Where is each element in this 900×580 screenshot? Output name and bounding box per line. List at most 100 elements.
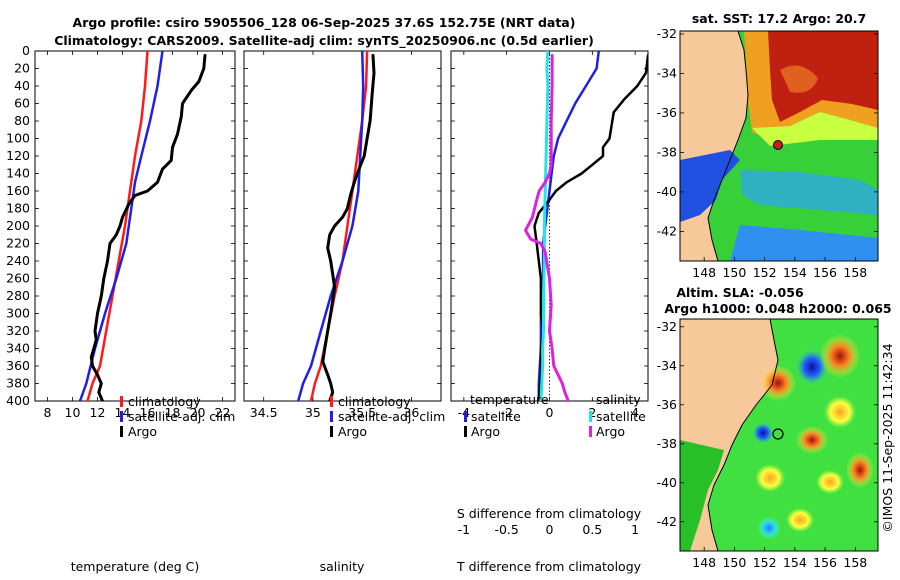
sst-map-title: sat. SST: 17.2 Argo: 20.7 [692,11,866,26]
sst-cool-band [740,170,878,215]
legend-swatch-climatology [330,396,333,407]
lon-tick-label: 156 [813,555,837,570]
depth-tick-label: 300 [6,306,30,321]
sla-warm-eddy-c [796,426,828,454]
imos-credit: ©IMOS 11-Sep-2025 11:42:34 [880,343,895,532]
salinity-xlabel: salinity [320,559,365,574]
lat-tick-label: -42 [657,223,677,238]
x-tick-label: 10 [65,405,81,420]
depth-tick-label: 0 [22,43,30,58]
sla-warm-eddy-ne [820,334,860,378]
lat-tick-label: -38 [657,436,677,451]
sla-warm-eddy-e [846,452,874,488]
sla-shelf [680,440,724,551]
x-tick-label: -2 [500,405,512,420]
series-line-t-satellite [537,51,601,401]
sst-map-ticks: -32 -34 -36 -38 -40 -42 148 150 152 154 156 158 [657,26,878,280]
depth-tick-label: 260 [6,271,30,286]
difference-lines [524,51,648,401]
series-line-satellite-adj-clim [296,51,365,401]
lon-tick-label: 152 [753,555,777,570]
temperature-legend: climatology satellite-adj. clim Argo [120,394,235,439]
sla-yellow-eddy-s [755,464,785,492]
lat-tick-label: -36 [657,105,677,120]
sla-map [680,319,878,551]
legend-swatch-climatology [120,396,123,407]
legend-swatch-t-satellite [464,411,467,422]
lon-tick-label: 154 [783,555,807,570]
salinity-ticks: 34.5 35 35.5 36 [244,50,441,420]
sla-map-title-2: Argo h1000: 0.048 h2000: 0.065 [664,301,891,316]
x-tick-label: 2 [588,405,596,420]
x-tick-label: 8 [44,405,52,420]
lat-tick-label: -32 [657,319,677,334]
depth-tick-label: 240 [6,253,30,268]
x-tick-label: 18 [165,405,181,420]
depth-tick-label: 60 [14,96,30,111]
x-tick-label: -4 [458,405,471,420]
legend-swatch-t-argo [464,426,467,437]
lon-tick-label: 148 [692,265,716,280]
title-line-1: Argo profile: csiro 5905506_128 06-Sep-2… [73,15,576,31]
sla-warm-eddy-w [760,365,796,401]
lon-tick-label: 154 [783,265,807,280]
depth-tick-label: 380 [6,376,30,391]
series-line-argo [321,53,376,401]
title-line-2: Climatology: CARS2009. Satellite-adj cli… [54,33,594,49]
series-line-s-argo [524,53,570,401]
legend-label-argo: Argo [338,424,367,439]
legend-title-temperature: temperature [470,392,549,407]
depth-tick-label: 400 [6,393,30,408]
depth-tick-label: 340 [6,341,30,356]
lon-tick-label: 150 [722,555,746,570]
salinity-legend: climatology satellite-adj. clim Argo [330,394,445,439]
temperature-ticks: 810121416182022 [35,50,235,420]
x-tick-label: 12 [90,405,106,420]
sla-coastline [707,319,779,551]
x-tick-label: 35.5 [348,405,376,420]
series-line-climatology [86,51,149,401]
depth-tick-label: 180 [6,201,30,216]
salinity-axes [243,50,442,402]
x-tick-label: 35 [305,405,321,420]
sla-map-frame [679,318,879,552]
depth-tick-label: 280 [6,288,30,303]
legend-label-s-argo: Argo [596,424,625,439]
depth-tick-label: 160 [6,183,30,198]
series-line-argo [89,53,207,401]
sla-argo-marker [772,428,784,440]
salinity-lines [296,51,376,401]
lon-tick-label: 152 [753,265,777,280]
sst-argo-marker [773,140,783,150]
sst-map [680,31,878,261]
depth-tick-label: 360 [6,358,30,373]
legend-label-t-satellite: satellite [471,409,521,424]
lon-tick-label: 148 [692,555,716,570]
lat-tick-label: -36 [657,397,677,412]
lon-tick-label: 158 [843,555,867,570]
top-x-tick-label: 0 [546,522,554,537]
depth-tick-labels: 0 20 40 60 80 100 120 140 160 180 200 220 240 260 280 3… [6,43,30,408]
difference-legend: temperature salinity satellite Argo sate… [464,392,646,439]
depth-tick-label: 140 [6,166,30,181]
lon-tick-label: 158 [843,265,867,280]
lat-tick-label: -38 [657,144,677,159]
series-line-t-argo [533,54,648,401]
temperature-axes [34,50,236,402]
x-tick-label: 34.5 [250,405,278,420]
depth-tick-label: 320 [6,323,30,338]
sla-map-title-1: Altim. SLA: -0.056 [676,285,804,300]
sst-cool-south [730,225,878,261]
depth-tick-label: 80 [14,113,30,128]
legend-label-s-satellite: satellite [596,409,646,424]
sla-yellow-eddy-sw [786,508,814,532]
top-x-tick-label: 1 [631,522,639,537]
lat-tick-label: -40 [657,475,677,490]
temperature-xlabel: temperature (deg C) [71,559,200,574]
legend-swatch-satellite [330,411,333,422]
depth-tick-label: 20 [14,61,30,76]
legend-label-satellite: satellite-adj. clim [338,409,445,424]
sst-map-frame [679,30,879,262]
sst-cold-coastal [680,150,740,222]
